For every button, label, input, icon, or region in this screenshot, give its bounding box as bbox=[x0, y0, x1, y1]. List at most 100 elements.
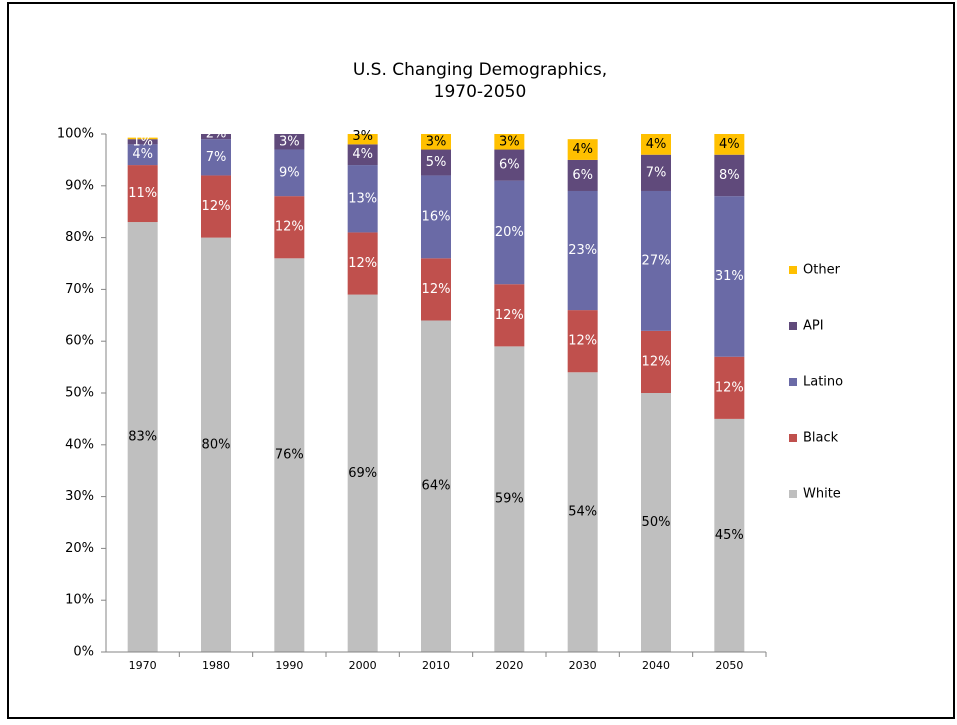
bar-segment bbox=[567, 139, 598, 160]
data-label: 59% bbox=[495, 492, 524, 507]
data-label: 12% bbox=[275, 220, 304, 235]
bar-segment bbox=[421, 134, 451, 150]
data-label: 54% bbox=[568, 505, 597, 520]
bar-segment bbox=[641, 330, 671, 393]
data-label: 7% bbox=[646, 165, 667, 180]
data-label: 8% bbox=[719, 168, 740, 183]
legend-label: API bbox=[803, 319, 824, 334]
y-tick-label: 10% bbox=[65, 593, 94, 608]
data-label: 76% bbox=[275, 448, 304, 463]
data-label: 16% bbox=[422, 209, 451, 224]
data-label: 12% bbox=[715, 380, 744, 395]
bar-segment bbox=[567, 310, 598, 373]
bar-segment bbox=[641, 393, 671, 652]
bar-segment bbox=[567, 372, 598, 652]
bar-segment bbox=[347, 232, 378, 295]
data-label: 23% bbox=[568, 243, 597, 258]
bar-segment bbox=[641, 190, 671, 331]
data-label: 12% bbox=[568, 334, 597, 349]
data-label: 4% bbox=[132, 147, 153, 162]
data-label: 69% bbox=[348, 466, 377, 481]
data-label: 12% bbox=[495, 308, 524, 323]
data-label: 12% bbox=[348, 256, 377, 271]
y-tick-label: 50% bbox=[65, 386, 94, 401]
legend-swatch bbox=[789, 434, 797, 442]
bar-segment bbox=[127, 165, 158, 223]
bar-segment bbox=[201, 134, 231, 140]
bar-segment bbox=[274, 258, 305, 652]
data-label: 6% bbox=[499, 158, 520, 173]
y-tick-label: 40% bbox=[65, 437, 94, 452]
x-tick-label: 1980 bbox=[202, 659, 230, 672]
y-tick-label: 90% bbox=[65, 178, 94, 193]
data-label: 12% bbox=[642, 354, 671, 369]
data-label: 4% bbox=[352, 147, 373, 162]
data-label: 4% bbox=[572, 142, 593, 157]
legend-label: Black bbox=[803, 431, 839, 446]
data-label: 3% bbox=[279, 134, 300, 149]
bar-segment bbox=[641, 134, 671, 155]
bar-segment bbox=[274, 134, 305, 150]
bar-segment bbox=[494, 284, 525, 347]
legend-label: White bbox=[803, 487, 841, 502]
bar-segment bbox=[201, 175, 231, 238]
legend-swatch bbox=[789, 378, 797, 386]
y-tick-label: 0% bbox=[73, 645, 94, 660]
x-tick-label: 2030 bbox=[569, 659, 597, 672]
plot-area bbox=[127, 134, 745, 652]
chart-title: 1970-2050 bbox=[434, 82, 527, 102]
y-tick-label: 60% bbox=[65, 334, 94, 349]
legend-swatch bbox=[789, 490, 797, 498]
x-tick-label: 2050 bbox=[715, 659, 743, 672]
x-tick-label: 1990 bbox=[275, 659, 303, 672]
bar-segment bbox=[421, 149, 451, 176]
y-tick-label: 100% bbox=[57, 127, 94, 142]
x-tick-label: 1970 bbox=[129, 659, 157, 672]
data-label: 31% bbox=[715, 269, 744, 284]
data-label: 13% bbox=[348, 191, 377, 206]
bar-segment bbox=[714, 196, 745, 357]
y-tick-label: 20% bbox=[65, 541, 94, 556]
x-tick-label: 2000 bbox=[349, 659, 377, 672]
bar-segment bbox=[494, 134, 525, 150]
data-label: 7% bbox=[206, 150, 227, 165]
data-label: 4% bbox=[719, 137, 740, 152]
bar-segment bbox=[567, 190, 598, 311]
bar-segment bbox=[347, 134, 378, 145]
bar-segment bbox=[127, 222, 158, 652]
bar-segment bbox=[421, 320, 451, 652]
bar-segment bbox=[347, 165, 378, 233]
bar-segment bbox=[347, 144, 378, 166]
bar-segment bbox=[274, 149, 305, 197]
bar-segment bbox=[494, 149, 525, 181]
bar-segment bbox=[714, 134, 745, 155]
x-tick-label: 2040 bbox=[642, 659, 670, 672]
y-tick-label: 70% bbox=[65, 282, 94, 297]
legend-swatch bbox=[789, 266, 797, 274]
bar-segment bbox=[201, 237, 231, 652]
data-label: 12% bbox=[422, 282, 451, 297]
data-label: 20% bbox=[495, 225, 524, 240]
bar-segment bbox=[347, 294, 378, 652]
data-label: 6% bbox=[572, 168, 593, 183]
legend-swatch bbox=[789, 322, 797, 330]
bar-segment bbox=[714, 418, 745, 652]
y-tick-label: 30% bbox=[65, 489, 94, 504]
legend-label: Latino bbox=[803, 375, 843, 390]
data-label: 45% bbox=[715, 528, 744, 543]
bar-segment bbox=[714, 154, 745, 197]
data-label: 1% bbox=[132, 134, 153, 149]
data-label: 64% bbox=[422, 479, 451, 494]
data-label: 3% bbox=[499, 134, 520, 149]
bar-segment bbox=[127, 137, 158, 140]
data-label: 3% bbox=[352, 129, 373, 144]
x-tick-label: 2010 bbox=[422, 659, 450, 672]
bar-segment bbox=[567, 159, 598, 191]
data-label: 2% bbox=[206, 127, 227, 142]
bar-segment bbox=[714, 356, 745, 419]
bar-segment bbox=[421, 258, 451, 321]
data-label: 50% bbox=[642, 515, 671, 530]
data-label: 5% bbox=[426, 155, 447, 170]
bar-segment bbox=[641, 154, 671, 191]
